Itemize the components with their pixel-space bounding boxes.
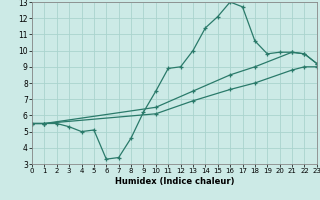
X-axis label: Humidex (Indice chaleur): Humidex (Indice chaleur) <box>115 177 234 186</box>
